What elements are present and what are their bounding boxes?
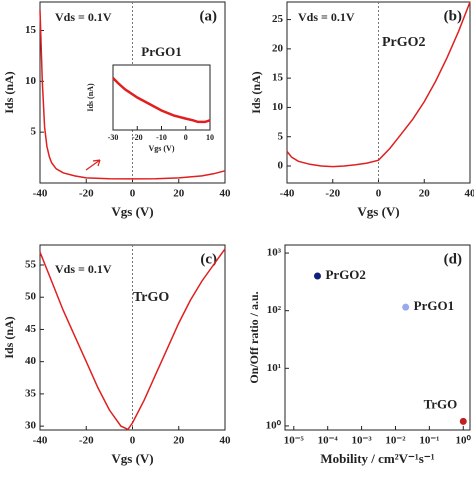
plot-frame bbox=[284, 244, 471, 431]
x-axis-label: Vgs (V) bbox=[111, 204, 153, 219]
data-line bbox=[39, 10, 226, 180]
x-tick-label: -30 bbox=[108, 133, 119, 142]
y-tick-label: 10 bbox=[272, 101, 284, 113]
point-label: PrGO1 bbox=[414, 298, 454, 313]
y-tick-label: 50 bbox=[25, 291, 37, 303]
annotation: Vds = 0.1V bbox=[55, 262, 112, 276]
y-tick-label: 5 bbox=[31, 126, 37, 138]
x-tick-label: -10 bbox=[156, 133, 167, 142]
x-tick-label: 0 bbox=[130, 188, 136, 200]
x-tick-label: 40 bbox=[465, 188, 474, 200]
panel-label: (a) bbox=[200, 8, 218, 24]
data-line bbox=[112, 77, 211, 124]
panel-label: (d) bbox=[444, 251, 462, 267]
y-tick-label: 55 bbox=[25, 259, 37, 271]
panel-label: (c) bbox=[200, 251, 217, 267]
annotation: TrGO bbox=[133, 290, 169, 305]
x-tick-label: 0 bbox=[184, 133, 188, 142]
x-tick-label: 10 bbox=[206, 133, 214, 142]
y-tick-label: 20 bbox=[272, 42, 284, 54]
x-tick-label: 10⁻⁴ bbox=[318, 435, 339, 447]
annotation: Vds = 0.1V bbox=[55, 10, 112, 24]
y-tick-label: 10³ bbox=[267, 247, 282, 259]
x-tick-label: 0 bbox=[130, 435, 136, 447]
y-tick-label: 15 bbox=[272, 72, 284, 84]
data-point bbox=[459, 417, 467, 425]
inset-title: PrGO1 bbox=[141, 44, 181, 59]
y-tick-label: 5 bbox=[278, 130, 284, 142]
y-axis-label: Ids (nA) bbox=[2, 71, 16, 113]
point-label: TrGO bbox=[424, 396, 458, 411]
y-tick-label: 10¹ bbox=[267, 362, 281, 374]
x-axis-label: Vgs (V) bbox=[149, 144, 175, 153]
y-tick-label: 30 bbox=[25, 420, 37, 432]
y-axis-label: Ids (nA) bbox=[86, 83, 95, 112]
y-tick-label: 45 bbox=[25, 323, 37, 335]
panel-label: (b) bbox=[444, 8, 462, 24]
data-point bbox=[313, 272, 321, 280]
x-tick-label: -40 bbox=[33, 188, 48, 200]
x-tick-label: 10⁻² bbox=[385, 435, 406, 447]
y-tick-label: 15 bbox=[25, 24, 37, 36]
y-tick-label: 10⁰ bbox=[266, 419, 282, 431]
x-tick-label: -20 bbox=[325, 188, 340, 200]
data-line bbox=[286, 1, 471, 168]
x-tick-label: 40 bbox=[220, 188, 232, 200]
x-tick-label: 10⁻¹ bbox=[419, 435, 439, 447]
x-tick-label: 10⁻³ bbox=[352, 435, 373, 447]
y-tick-label: 10 bbox=[25, 75, 37, 87]
y-tick-label: 35 bbox=[25, 387, 37, 399]
x-tick-label: 20 bbox=[173, 435, 185, 447]
x-axis-label: Vgs (V) bbox=[357, 204, 399, 219]
x-axis-label: Mobility / cm²V⁻¹s⁻¹ bbox=[320, 451, 434, 466]
y-tick-label: 25 bbox=[272, 13, 284, 25]
y-tick-label: 40 bbox=[25, 355, 37, 367]
x-tick-label: -40 bbox=[33, 435, 48, 447]
x-tick-label: 20 bbox=[173, 188, 185, 200]
arrow bbox=[85, 159, 101, 171]
x-tick-label: -20 bbox=[79, 188, 94, 200]
y-axis-label: On/Off ratio / a.u. bbox=[247, 291, 261, 383]
x-tick-label: -20 bbox=[132, 133, 143, 142]
annotation: PrGO2 bbox=[382, 35, 426, 50]
x-tick-label: 20 bbox=[419, 188, 431, 200]
data-point bbox=[402, 303, 410, 311]
x-axis-label: Vgs (V) bbox=[111, 451, 153, 466]
annotation: Vds = 0.1V bbox=[298, 10, 355, 24]
y-tick-label: 0 bbox=[278, 160, 284, 172]
x-tick-label: 40 bbox=[220, 435, 232, 447]
y-tick-label: 10² bbox=[267, 304, 282, 316]
x-tick-label: 10⁻⁵ bbox=[284, 435, 305, 447]
x-tick-label: -40 bbox=[280, 188, 295, 200]
x-tick-label: 0 bbox=[376, 188, 382, 200]
x-tick-label: 10⁰ bbox=[456, 435, 472, 447]
inset-background bbox=[113, 65, 210, 130]
y-axis-label: Ids (nA) bbox=[2, 316, 16, 358]
y-axis-label: Ids (nA) bbox=[249, 71, 263, 113]
data-line bbox=[39, 248, 226, 431]
x-tick-label: -20 bbox=[79, 435, 94, 447]
point-label: PrGO2 bbox=[325, 267, 365, 282]
